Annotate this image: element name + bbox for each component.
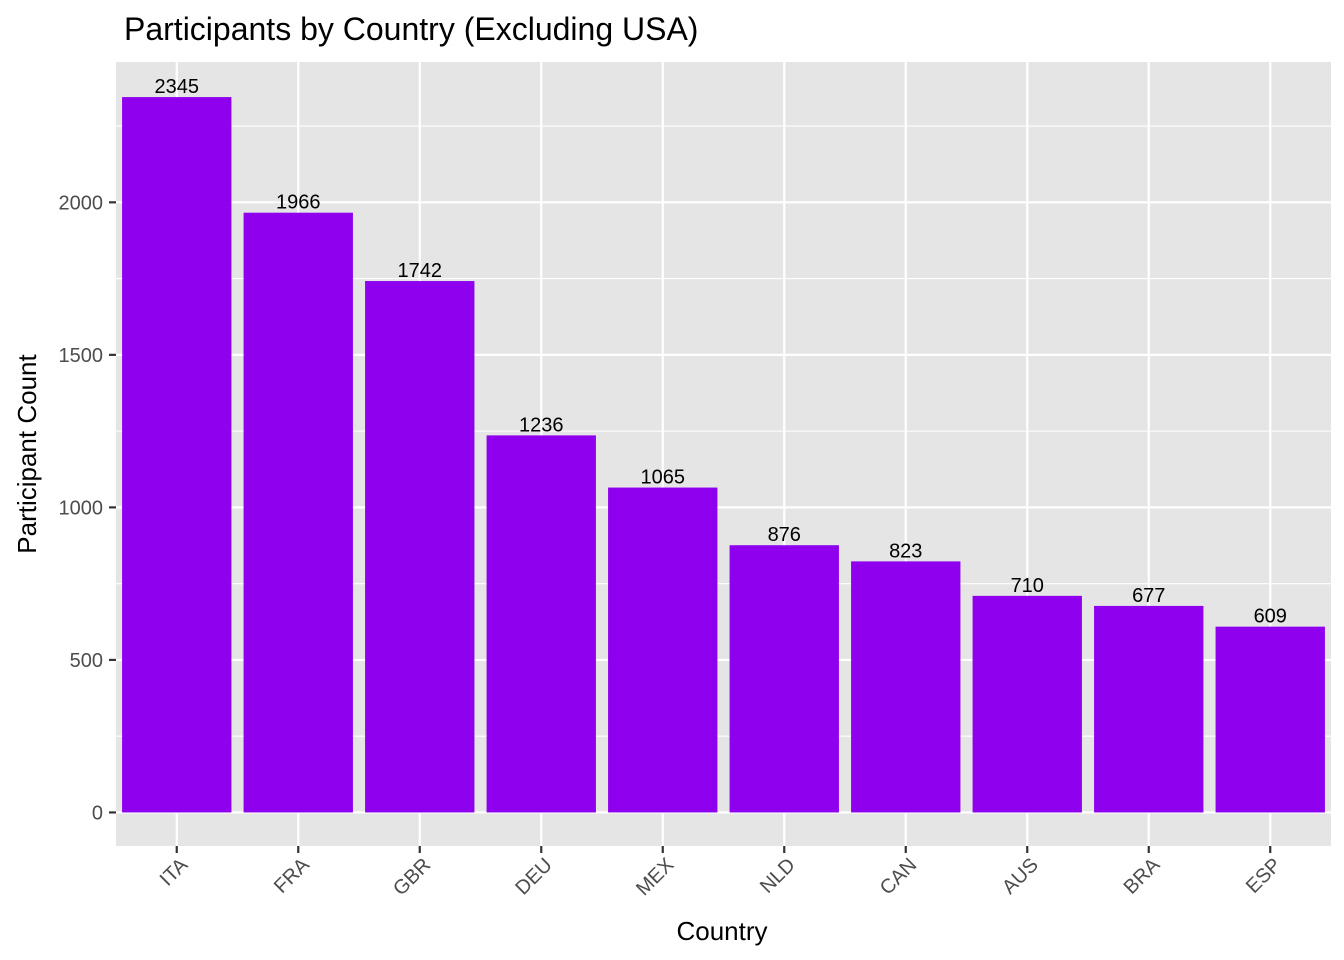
data-label: 710 [1011,575,1044,597]
data-label: 1065 [641,467,686,489]
x-tick-label: MEX [632,854,678,900]
x-tick-label: ITA [156,854,193,891]
y-tick-label: 2000 [59,192,104,214]
y-tick-label: 1000 [59,497,104,519]
x-tick-label: CAN [876,854,921,899]
data-label: 876 [768,524,801,546]
x-tick-label: AUS [998,854,1043,899]
y-axis: 0 500 1000 1500 2000 [59,192,116,824]
x-tick-label: BRA [1120,854,1165,899]
bar-ita [122,97,232,813]
x-tick-label: ESP [1242,854,1286,898]
data-label: 823 [889,540,922,562]
data-label: 1966 [276,192,321,214]
bar-gbr [365,281,475,813]
bar-esp [1215,626,1325,813]
x-axis-title: Country [676,916,767,946]
x-axis: ITA FRA GBR DEU MEX NLD CAN AUS BRA ESP [156,846,1286,900]
y-tick-label: 1500 [59,345,104,367]
bar-can [851,561,961,813]
data-label: 1236 [519,414,564,436]
x-tick-label: GBR [389,854,435,900]
data-labels: 2345 1966 1742 1236 1065 876 823 710 677 609 [155,76,1287,628]
data-label: 609 [1254,606,1287,628]
chart-title: Participants by Country (Excluding USA) [124,11,698,47]
bar-fra [243,212,353,813]
bars [122,97,1325,813]
bar-nld [729,545,839,813]
bar-deu [486,435,596,813]
x-tick-label: FRA [270,854,314,898]
bar-mex [608,487,718,813]
x-tick-label: DEU [511,854,556,899]
data-label: 1742 [398,260,443,282]
y-axis-title: Participant Count [12,354,42,554]
y-tick-label: 500 [70,650,103,672]
y-tick-label: 0 [92,802,103,824]
x-tick-label: NLD [756,854,800,898]
bar-aus [972,595,1082,813]
data-label: 2345 [155,76,200,98]
data-label: 677 [1132,585,1165,607]
bar-bra [1094,605,1204,813]
